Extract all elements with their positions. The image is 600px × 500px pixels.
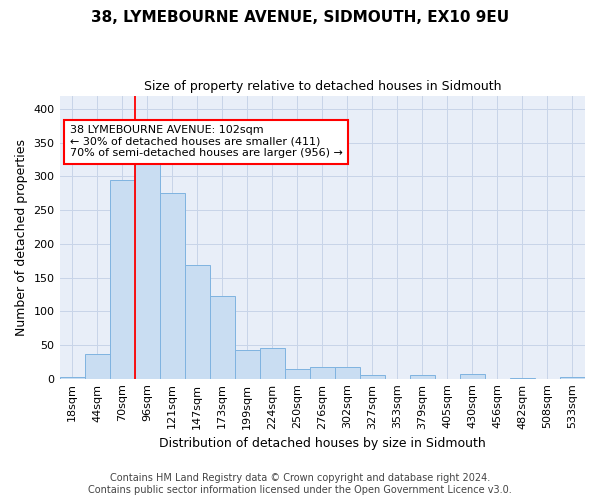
Bar	[110, 180, 134, 378]
Bar	[209, 296, 235, 378]
Title: Size of property relative to detached houses in Sidmouth: Size of property relative to detached ho…	[143, 80, 501, 93]
Text: Contains HM Land Registry data © Crown copyright and database right 2024.
Contai: Contains HM Land Registry data © Crown c…	[88, 474, 512, 495]
Bar	[235, 350, 260, 378]
Bar	[310, 367, 335, 378]
Text: 38, LYMEBOURNE AVENUE, SIDMOUTH, EX10 9EU: 38, LYMEBOURNE AVENUE, SIDMOUTH, EX10 9E…	[91, 10, 509, 25]
Y-axis label: Number of detached properties: Number of detached properties	[15, 138, 28, 336]
X-axis label: Distribution of detached houses by size in Sidmouth: Distribution of detached houses by size …	[159, 437, 485, 450]
Bar	[335, 367, 360, 378]
Text: 38 LYMEBOURNE AVENUE: 102sqm
← 30% of detached houses are smaller (411)
70% of s: 38 LYMEBOURNE AVENUE: 102sqm ← 30% of de…	[70, 126, 343, 158]
Bar	[285, 368, 310, 378]
Bar	[85, 354, 110, 378]
Bar	[260, 348, 285, 378]
Bar	[134, 158, 160, 378]
Bar	[460, 374, 485, 378]
Bar	[410, 374, 435, 378]
Bar	[160, 194, 185, 378]
Bar	[185, 266, 209, 378]
Bar	[360, 376, 385, 378]
